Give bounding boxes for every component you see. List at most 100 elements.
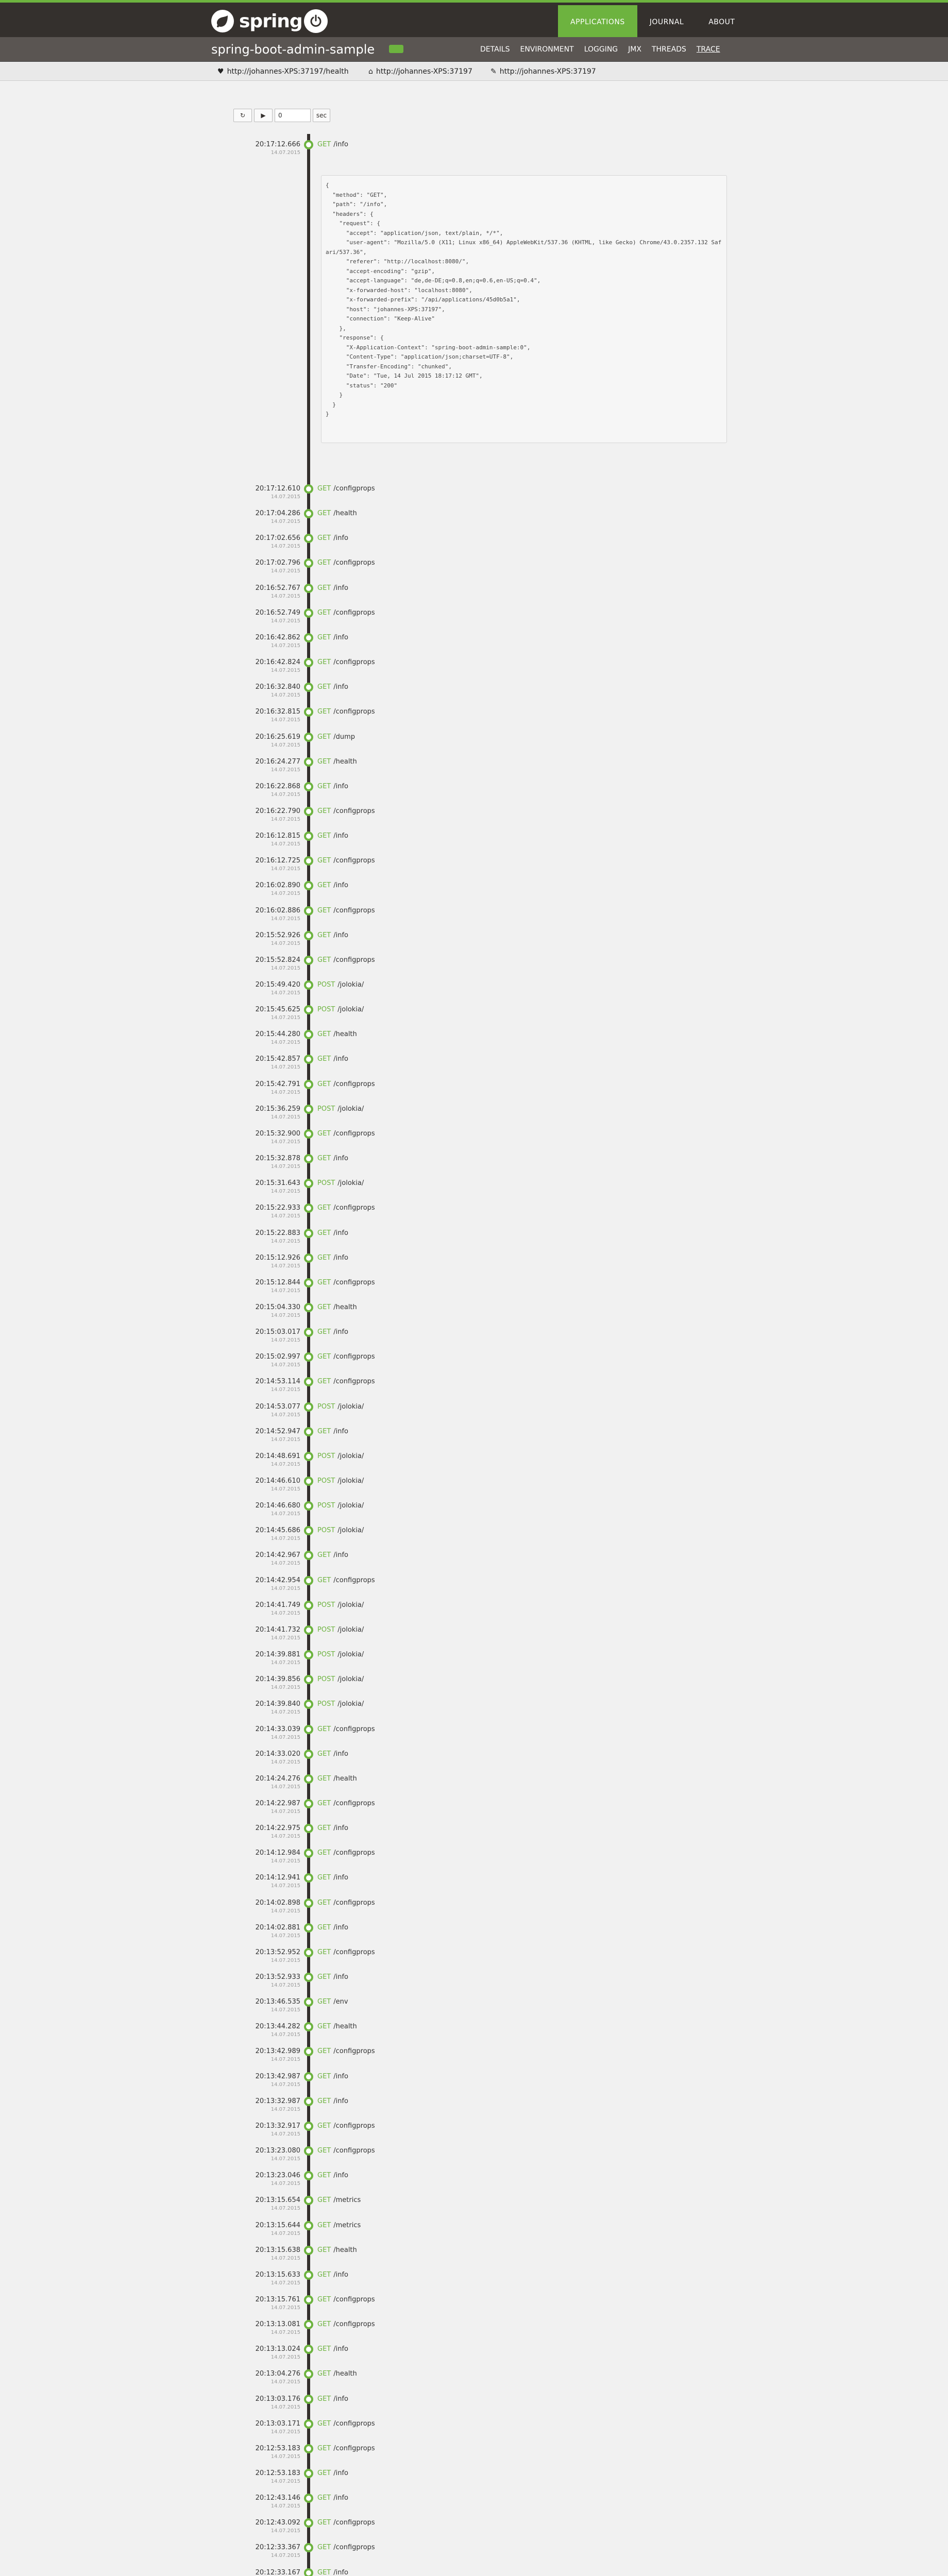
- trace-row[interactable]: 20:13:15.633 14.07.2015 GET/info: [0, 2270, 948, 2295]
- trace-row[interactable]: 20:13:46.535 14.07.2015 GET/env: [0, 1997, 948, 2022]
- trace-row[interactable]: 20:14:45.686 14.07.2015 POST/jolokia/: [0, 1526, 948, 1551]
- trace-row[interactable]: 20:13:15.761 14.07.2015 GET/configprops: [0, 2295, 948, 2320]
- trace-row[interactable]: 20:15:22.933 14.07.2015 GET/configprops: [0, 1204, 948, 1228]
- tab-threads[interactable]: THREADS: [651, 45, 686, 54]
- trace-row[interactable]: 20:14:02.898 14.07.2015 GET/configprops: [0, 1898, 948, 1923]
- trace-row[interactable]: 20:15:32.878 14.07.2015 GET/info: [0, 1154, 948, 1179]
- trace-row[interactable]: 20:15:45.625 14.07.2015 POST/jolokia/: [0, 1005, 948, 1030]
- trace-row[interactable]: 20:13:15.638 14.07.2015 GET/health: [0, 2245, 948, 2270]
- trace-row[interactable]: 20:13:04.276 14.07.2015 GET/health: [0, 2369, 948, 2394]
- trace-row[interactable]: 20:16:22.868 14.07.2015 GET/info: [0, 782, 948, 807]
- trace-row[interactable]: 20:13:15.654 14.07.2015 GET/metrics: [0, 2196, 948, 2221]
- trace-row[interactable]: 20:13:32.987 14.07.2015 GET/info: [0, 2096, 948, 2122]
- trace-row[interactable]: 20:15:42.791 14.07.2015 GET/configprops: [0, 1079, 948, 1105]
- trace-row[interactable]: 20:16:02.890 14.07.2015 GET/info: [0, 881, 948, 906]
- trace-row[interactable]: 20:14:24.276 14.07.2015 GET/health: [0, 1774, 948, 1799]
- nav-about[interactable]: ABOUT: [708, 18, 735, 26]
- trace-row[interactable]: 20:13:32.917 14.07.2015 GET/configprops: [0, 2121, 948, 2146]
- health-url[interactable]: ♥ http://johannes-XPS:37197/health: [217, 62, 349, 81]
- tab-trace[interactable]: TRACE: [696, 45, 720, 54]
- trace-row[interactable]: 20:14:42.967 14.07.2015 GET/info: [0, 1551, 948, 1575]
- trace-row[interactable]: 20:15:52.824 14.07.2015 GET/configprops: [0, 955, 948, 980]
- trace-row[interactable]: 20:12:33.367 14.07.2015 GET/configprops: [0, 2543, 948, 2568]
- trace-row[interactable]: 20:14:22.975 14.07.2015 GET/info: [0, 1824, 948, 1849]
- trace-row[interactable]: 20:15:44.280 14.07.2015 GET/health: [0, 1030, 948, 1055]
- tab-environment[interactable]: ENVIRONMENT: [520, 45, 574, 54]
- trace-row[interactable]: 20:16:52.767 14.07.2015 GET/info: [0, 583, 948, 608]
- trace-row[interactable]: 20:15:32.900 14.07.2015 GET/configprops: [0, 1129, 948, 1154]
- trace-row[interactable]: 20:14:42.954 14.07.2015 GET/configprops: [0, 1575, 948, 1601]
- trace-row[interactable]: 20:13:13.081 14.07.2015 GET/configprops: [0, 2320, 948, 2345]
- trace-row[interactable]: 20:13:13.024 14.07.2015 GET/info: [0, 2345, 948, 2369]
- tab-logging[interactable]: LOGGING: [584, 45, 618, 54]
- trace-row[interactable]: 20:14:46.680 14.07.2015 POST/jolokia/: [0, 1501, 948, 1526]
- nav-applications[interactable]: APPLICATIONS: [558, 5, 637, 40]
- trace-row[interactable]: 20:13:52.933 14.07.2015 GET/info: [0, 1973, 948, 1997]
- trace-row[interactable]: 20:13:15.644 14.07.2015 GET/metrics: [0, 2221, 948, 2246]
- play-button[interactable]: ▶: [254, 109, 273, 122]
- trace-row[interactable]: 20:13:23.046 14.07.2015 GET/info: [0, 2171, 948, 2196]
- trace-row[interactable]: 20:12:53.183 14.07.2015 GET/configprops: [0, 2444, 948, 2469]
- trace-row[interactable]: 20:14:41.732 14.07.2015 POST/jolokia/: [0, 1625, 948, 1650]
- trace-row[interactable]: 20:14:33.039 14.07.2015 GET/configprops: [0, 1724, 948, 1750]
- trace-row[interactable]: 20:14:41.749 14.07.2015 POST/jolokia/: [0, 1600, 948, 1625]
- trace-row[interactable]: 20:15:12.926 14.07.2015 GET/info: [0, 1253, 948, 1278]
- trace-row[interactable]: 20:15:22.883 14.07.2015 GET/info: [0, 1228, 948, 1253]
- trace-row[interactable]: 20:14:02.881 14.07.2015 GET/info: [0, 1923, 948, 1948]
- trace-row[interactable]: 20:12:43.092 14.07.2015 GET/configprops: [0, 2518, 948, 2543]
- trace-row[interactable]: 20:12:43.146 14.07.2015 GET/info: [0, 2494, 948, 2518]
- trace-row[interactable]: 20:13:42.987 14.07.2015 GET/info: [0, 2072, 948, 2097]
- trace-row[interactable]: 20:15:31.643 14.07.2015 POST/jolokia/: [0, 1179, 948, 1204]
- trace-row[interactable]: 20:15:36.259 14.07.2015 POST/jolokia/: [0, 1104, 948, 1129]
- trace-row[interactable]: 20:14:48.691 14.07.2015 POST/jolokia/: [0, 1451, 948, 1477]
- home-url[interactable]: ⌂ http://johannes-XPS:37197: [368, 62, 472, 81]
- trace-row[interactable]: 20:16:12.815 14.07.2015 GET/info: [0, 832, 948, 856]
- trace-row[interactable]: 20:14:39.881 14.07.2015 POST/jolokia/: [0, 1650, 948, 1675]
- refresh-interval-input[interactable]: [275, 109, 311, 122]
- trace-row[interactable]: 20:15:04.330 14.07.2015 GET/health: [0, 1302, 948, 1328]
- trace-row[interactable]: 20:15:03.017 14.07.2015 GET/info: [0, 1328, 948, 1352]
- tab-details[interactable]: DETAILS: [480, 45, 510, 54]
- trace-row[interactable]: 20:15:42.857 14.07.2015 GET/info: [0, 1055, 948, 1079]
- trace-row[interactable]: 20:14:33.020 14.07.2015 GET/info: [0, 1749, 948, 1774]
- trace-row[interactable]: 20:16:32.815 14.07.2015 GET/configprops: [0, 707, 948, 732]
- trace-row[interactable]: 20:16:22.790 14.07.2015 GET/configprops: [0, 806, 948, 832]
- trace-row[interactable]: 20:17:12.610 14.07.2015 GET/configprops: [0, 484, 948, 509]
- trace-row[interactable]: 20:15:02.997 14.07.2015 GET/configprops: [0, 1352, 948, 1377]
- trace-row[interactable]: 20:14:46.610 14.07.2015 POST/jolokia/: [0, 1477, 948, 1501]
- trace-row[interactable]: 20:16:02.886 14.07.2015 GET/configprops: [0, 906, 948, 931]
- trace-row[interactable]: 20:14:39.856 14.07.2015 POST/jolokia/: [0, 1675, 948, 1700]
- trace-row[interactable]: 20:16:12.725 14.07.2015 GET/configprops: [0, 856, 948, 881]
- trace-row[interactable]: 20:16:24.277 14.07.2015 GET/health: [0, 757, 948, 782]
- trace-row[interactable]: 20:17:04.286 14.07.2015 GET/health: [0, 509, 948, 534]
- trace-row[interactable]: 20:14:12.941 14.07.2015 GET/info: [0, 1873, 948, 1898]
- trace-row[interactable]: 20:16:42.824 14.07.2015 GET/configprops: [0, 658, 948, 683]
- management-url[interactable]: ✎ http://johannes-XPS:37197: [490, 62, 596, 81]
- nav-journal[interactable]: JOURNAL: [649, 18, 684, 26]
- trace-row[interactable]: 20:16:25.619 14.07.2015 GET/dump: [0, 732, 948, 757]
- trace-row[interactable]: 20:13:44.282 14.07.2015 GET/health: [0, 2022, 948, 2047]
- trace-row[interactable]: 20:16:52.749 14.07.2015 GET/configprops: [0, 608, 948, 633]
- trace-row[interactable]: 20:13:03.176 14.07.2015 GET/info: [0, 2394, 948, 2419]
- trace-row[interactable]: 20:14:22.987 14.07.2015 GET/configprops: [0, 1799, 948, 1824]
- trace-row[interactable]: 20:17:02.796 14.07.2015 GET/configprops: [0, 558, 948, 583]
- trace-row[interactable]: 20:14:53.077 14.07.2015 POST/jolokia/: [0, 1402, 948, 1427]
- trace-row[interactable]: 20:17:02.656 14.07.2015 GET/info: [0, 534, 948, 558]
- trace-row[interactable]: 20:15:52.926 14.07.2015 GET/info: [0, 930, 948, 956]
- spring-logo[interactable]: spring: [211, 8, 303, 35]
- trace-row[interactable]: 20:13:23.080 14.07.2015 GET/configprops: [0, 2146, 948, 2171]
- tab-jmx[interactable]: JMX: [628, 45, 641, 54]
- trace-row[interactable]: 20:14:39.840 14.07.2015 POST/jolokia/: [0, 1700, 948, 1724]
- trace-row[interactable]: 20:12:53.183 14.07.2015 GET/info: [0, 2469, 948, 2494]
- trace-row[interactable]: 20:17:12.666 14.07.2015 GET/info: [0, 140, 948, 165]
- refresh-button[interactable]: ↻: [233, 109, 252, 122]
- trace-row[interactable]: 20:14:12.984 14.07.2015 GET/configprops: [0, 1849, 948, 1873]
- trace-row[interactable]: 20:13:52.952 14.07.2015 GET/configprops: [0, 1947, 948, 1973]
- trace-row[interactable]: 20:13:03.171 14.07.2015 GET/configprops: [0, 2419, 948, 2444]
- trace-row[interactable]: 20:16:32.840 14.07.2015 GET/info: [0, 683, 948, 707]
- trace-row[interactable]: 20:13:42.989 14.07.2015 GET/configprops: [0, 2047, 948, 2072]
- trace-row[interactable]: 20:14:53.114 14.07.2015 GET/configprops: [0, 1377, 948, 1402]
- trace-row[interactable]: 20:15:49.420 14.07.2015 POST/jolokia/: [0, 980, 948, 1005]
- trace-row[interactable]: 20:14:52.947 14.07.2015 GET/info: [0, 1427, 948, 1452]
